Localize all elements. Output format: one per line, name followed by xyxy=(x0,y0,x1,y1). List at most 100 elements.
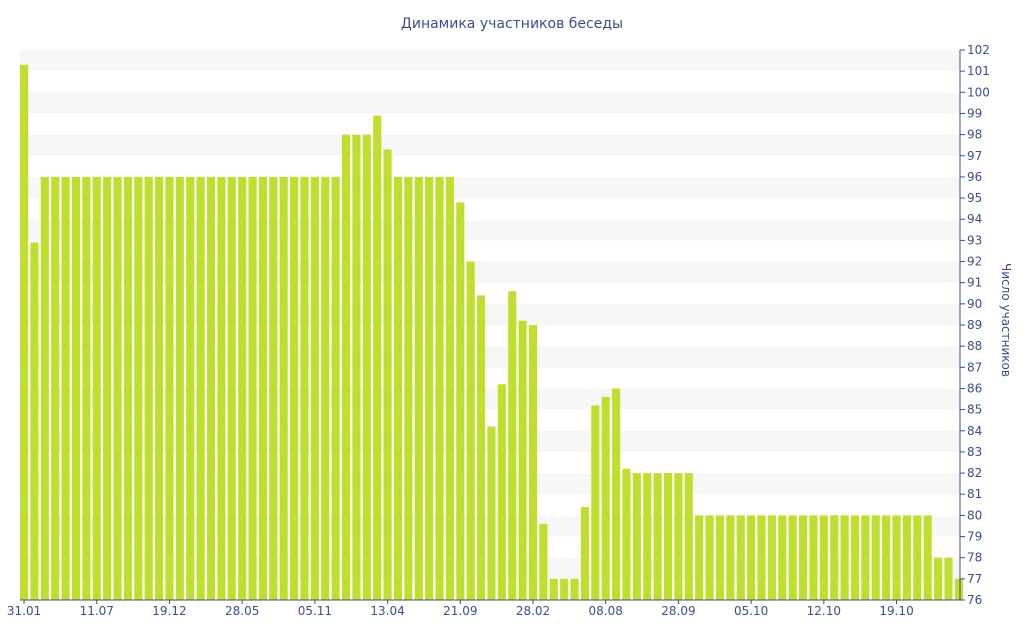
grid-band xyxy=(20,92,960,114)
bar xyxy=(913,515,922,600)
y-tick-label: 93 xyxy=(967,233,982,247)
bar xyxy=(518,320,527,600)
x-tick-label: 31.01 xyxy=(7,604,41,618)
x-tick-label: 12.10 xyxy=(807,604,841,618)
bar xyxy=(404,176,413,600)
bar xyxy=(528,325,538,600)
bar xyxy=(508,291,517,600)
bar xyxy=(227,176,236,600)
bar xyxy=(456,202,465,601)
bar xyxy=(736,515,745,600)
bar xyxy=(248,176,257,600)
bar xyxy=(144,176,153,600)
y-tick-label: 102 xyxy=(967,43,990,57)
bar xyxy=(425,176,434,600)
bar xyxy=(549,578,558,600)
bar xyxy=(186,176,195,600)
bar xyxy=(92,176,101,600)
bar xyxy=(175,176,184,600)
x-tick-label: 28.09 xyxy=(661,604,695,618)
bar xyxy=(279,176,288,600)
bar xyxy=(850,515,860,600)
bar xyxy=(30,242,39,600)
bar xyxy=(300,176,309,600)
bar xyxy=(560,578,569,600)
bar xyxy=(134,176,143,600)
y-tick-label: 95 xyxy=(967,191,982,205)
bar xyxy=(778,515,787,600)
y-tick-label: 88 xyxy=(967,339,982,353)
bar xyxy=(695,515,704,600)
bar xyxy=(71,176,81,600)
bar xyxy=(799,515,808,600)
bar xyxy=(663,473,673,600)
bar xyxy=(923,515,932,600)
bar xyxy=(643,473,652,600)
x-tick-label: 28.02 xyxy=(516,604,550,618)
bar xyxy=(238,176,247,600)
bar xyxy=(373,115,382,601)
y-tick-label: 89 xyxy=(967,318,982,332)
bar xyxy=(445,176,454,600)
y-tick-label: 92 xyxy=(967,255,982,269)
x-tick-label: 11.07 xyxy=(80,604,114,618)
x-tick-label: 05.11 xyxy=(298,604,332,618)
x-tick-label: 13.04 xyxy=(370,604,404,618)
bar xyxy=(747,515,756,600)
y-tick-label: 76 xyxy=(967,593,982,607)
y-tick-label: 99 xyxy=(967,106,982,120)
bar xyxy=(341,134,351,600)
bar xyxy=(653,473,662,600)
x-tick-label: 19.10 xyxy=(879,604,913,618)
bar xyxy=(352,134,361,600)
bar xyxy=(383,149,392,600)
bar xyxy=(767,515,776,600)
y-tick-label: 85 xyxy=(967,403,982,417)
bar xyxy=(809,515,818,600)
x-tick-label: 28.05 xyxy=(225,604,259,618)
y-tick-label: 80 xyxy=(967,508,982,522)
x-axis: 31.01 11.07 19.12 28.05 05.11 13.04 21.09 28.02… xyxy=(7,600,914,618)
bar xyxy=(591,405,600,600)
bar xyxy=(477,295,486,600)
bar xyxy=(487,426,496,600)
y-tick-label: 87 xyxy=(967,360,982,374)
bar xyxy=(861,515,870,600)
bar xyxy=(934,557,943,600)
bar xyxy=(757,515,766,600)
bar xyxy=(165,176,174,600)
bar xyxy=(622,468,631,600)
bar xyxy=(82,176,91,600)
bar xyxy=(954,578,963,600)
bar xyxy=(20,64,29,601)
chart-title: Динамика участников беседы xyxy=(401,16,623,32)
bar xyxy=(435,176,444,600)
bar xyxy=(840,515,849,600)
grid-band xyxy=(20,134,960,156)
y-tick-label: 83 xyxy=(967,445,982,459)
bar xyxy=(705,515,714,600)
y-tick-label: 79 xyxy=(967,530,982,544)
bar xyxy=(819,515,828,600)
bar xyxy=(310,176,319,600)
y-tick-label: 77 xyxy=(967,572,982,586)
y-tick-label: 90 xyxy=(967,297,982,311)
bar xyxy=(393,176,403,600)
bar xyxy=(61,176,70,600)
bar xyxy=(570,578,579,600)
bar xyxy=(217,176,226,600)
bar xyxy=(871,515,880,600)
bar xyxy=(580,506,589,600)
y-tick-label: 101 xyxy=(967,64,990,78)
bar xyxy=(612,388,621,600)
x-tick-label: 19.12 xyxy=(152,604,186,618)
bar xyxy=(103,176,112,600)
y-tick-label: 84 xyxy=(967,424,982,438)
bar xyxy=(269,176,278,600)
x-tick-label: 05.10 xyxy=(734,604,768,618)
bar xyxy=(539,523,548,600)
y-tick-label: 81 xyxy=(967,487,982,501)
y-tick-label: 97 xyxy=(967,149,982,163)
y-tick-label: 78 xyxy=(967,551,982,565)
